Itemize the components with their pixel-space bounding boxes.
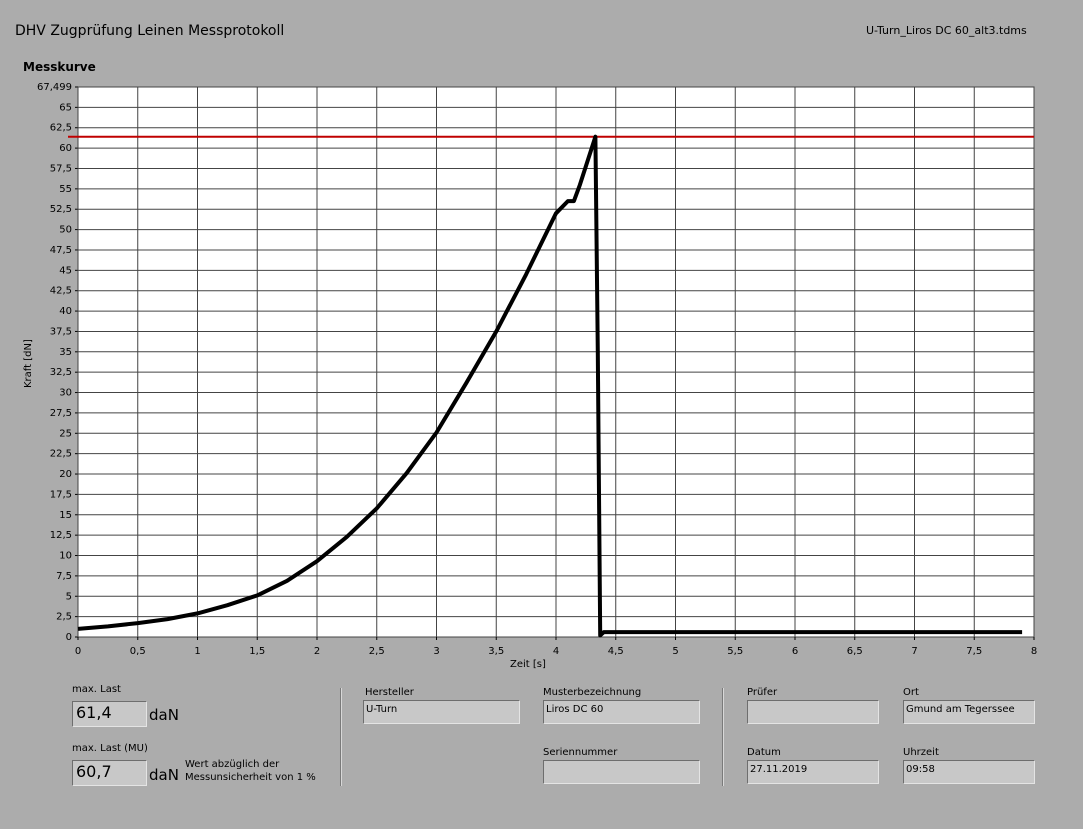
field-label: Hersteller [365,687,414,698]
y-tick-label: 30 [59,388,72,399]
x-tick-label: 3 [433,646,439,657]
y-tick-label: 45 [59,265,72,276]
field-value[interactable]: 09:58 [903,760,1035,784]
x-tick-label: 7,5 [966,646,982,657]
x-tick-label: 0 [75,646,81,657]
field-value[interactable] [747,700,879,724]
y-tick-label: 22,5 [50,449,72,460]
y-tick-label: 7,5 [56,571,72,582]
y-tick-label: 65 [59,102,72,113]
max-label: max. Last [72,684,121,695]
x-tick-label: 2 [314,646,320,657]
y-tick-label: 57,5 [50,163,72,174]
y-tick-label: 32,5 [50,367,72,378]
y-tick-label: 67,499 [37,82,72,93]
y-tick-label: 42,5 [50,286,72,297]
mu-label: max. Last (MU) [72,743,148,754]
y-tick-label: 25 [59,428,72,439]
max-value: 61,4 [72,701,147,727]
y-tick-label: 0 [66,632,72,643]
y-tick-label: 20 [59,469,72,480]
field-label: Datum [747,747,781,758]
y-tick-label: 10 [59,551,72,562]
field-label: Musterbezeichnung [543,687,642,698]
x-tick-label: 4 [553,646,559,657]
y-tick-label: 40 [59,306,72,317]
file-name: U-Turn_Liros DC 60_alt3.tdms [866,24,1027,37]
y-tick-label: 60 [59,143,72,154]
y-tick-label: 17,5 [50,489,72,500]
field-label: Prüfer [747,687,778,698]
field-label: Seriennummer [543,747,618,758]
x-tick-label: 0,5 [130,646,146,657]
x-tick-label: 6,5 [847,646,863,657]
x-tick-label: 4,5 [608,646,624,657]
y-tick-label: 55 [59,184,72,195]
mu-note: Wert abzüglich der Messunsicherheit von … [185,759,316,783]
y-tick-label: 52,5 [50,204,72,215]
y-tick-label: 47,5 [50,245,72,256]
field-value[interactable] [543,760,700,784]
field-value[interactable]: 27.11.2019 [747,760,879,784]
mu-value: 60,7 [72,760,147,786]
x-tick-label: 1 [194,646,200,657]
x-tick-label: 8 [1031,646,1037,657]
separator [340,688,342,786]
field-value[interactable]: Liros DC 60 [543,700,700,724]
y-tick-label: 5 [66,591,72,602]
max-unit: daN [149,706,179,724]
y-tick-label: 27,5 [50,408,72,419]
y-tick-label: 37,5 [50,326,72,337]
y-tick-label: 50 [59,225,72,236]
x-axis-label: Zeit [s] [510,659,546,670]
y-tick-label: 35 [59,347,72,358]
field-label: Uhrzeit [903,747,939,758]
y-tick-label: 12,5 [50,530,72,541]
x-tick-label: 7 [911,646,917,657]
y-axis-label: Kraft [dN] [23,339,34,388]
y-tick-label: 2,5 [56,612,72,623]
field-label: Ort [903,687,919,698]
page-title: DHV Zugprüfung Leinen Messprotokoll [15,23,285,39]
separator [722,688,724,786]
x-tick-label: 2,5 [369,646,385,657]
mu-unit: daN [149,766,179,784]
x-tick-label: 5 [672,646,678,657]
field-value[interactable]: U-Turn [363,700,520,724]
x-tick-label: 3,5 [488,646,504,657]
data-line [77,134,1023,638]
x-tick-label: 6 [792,646,798,657]
field-value[interactable]: Gmund am Tegerssee [903,700,1035,724]
y-tick-label: 15 [59,510,72,521]
y-tick-label: 62,5 [50,123,72,134]
x-tick-label: 5,5 [727,646,743,657]
x-tick-label: 1,5 [249,646,265,657]
chart-title: Messkurve [23,60,96,74]
